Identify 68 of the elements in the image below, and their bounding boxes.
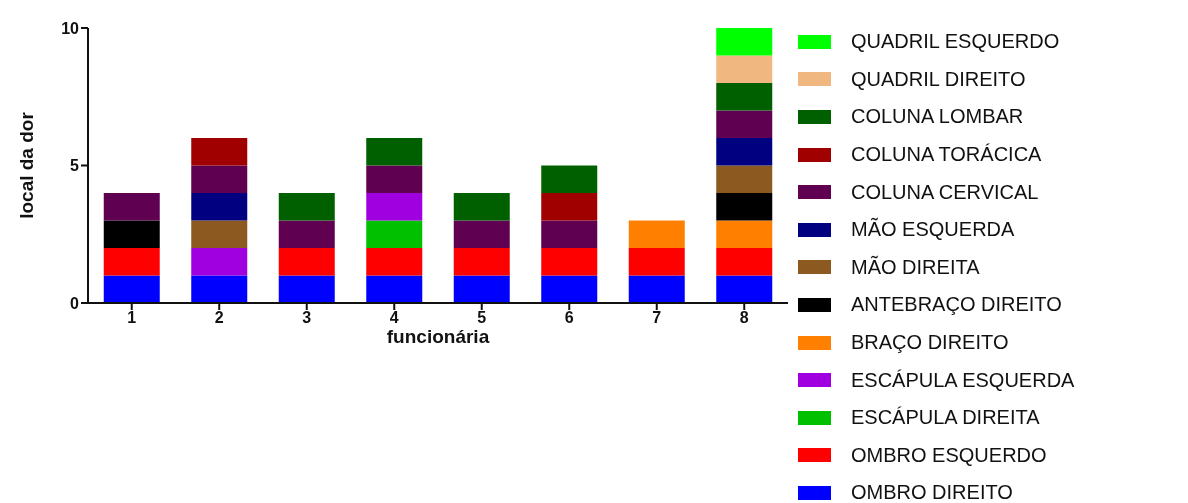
legend-label: MÃO DIREITA [851,255,980,279]
legend-label: ESCÁPULA DIREITA [851,406,1040,430]
bar [716,83,773,111]
bar [103,275,160,303]
x-tick-label: 4 [389,309,399,327]
bar [366,193,423,221]
bar [191,193,248,221]
bar [628,220,685,248]
x-tick-label: 1 [127,309,137,327]
x-tick-label: 6 [564,309,574,327]
bar [716,248,773,276]
bar [278,193,335,221]
y-tick-label: 5 [70,157,80,175]
bar [716,110,773,138]
bar [103,248,160,276]
bar [453,248,510,276]
bar [103,220,160,248]
legend-label: OMBRO DIREITO [851,481,1013,503]
y-tick-label: 10 [61,19,80,37]
legend-label: ANTEBRAÇO DIREITO [851,293,1062,317]
x-tick-label: 8 [739,309,749,327]
legend-label: OMBRO ESQUERDO [851,443,1047,467]
bar [278,248,335,276]
bar [366,220,423,248]
legend-label: COLUNA CERVICAL [851,180,1039,204]
legend-label: COLUNA LOMBAR [851,105,1024,129]
bar [541,165,598,193]
bar [366,165,423,193]
bar [541,248,598,276]
x-tick-label: 3 [302,309,312,327]
legend-label: COLUNA TORÁCICA [851,143,1042,167]
bar [103,193,160,221]
bar [191,220,248,248]
bar [628,275,685,303]
bar [541,193,598,221]
bar [191,138,248,166]
legend-label: QUADRIL ESQUERDO [851,30,1060,54]
x-tick-label: 2 [214,309,224,327]
bar [366,275,423,303]
bar [716,55,773,83]
bar [541,220,598,248]
y-axis-title: local da dor [15,111,37,219]
bar [191,248,248,276]
bar [716,275,773,303]
legend-label: QUADRIL DIREITO [851,67,1026,91]
legend-label: BRAÇO DIREITO [851,331,1009,355]
bar [453,193,510,221]
bar [716,220,773,248]
bar [453,275,510,303]
y-tick-label: 0 [70,294,80,312]
bar [541,275,598,303]
bar [191,275,248,303]
x-tick-label: 7 [652,309,662,327]
legend-label: MÃO ESQUERDA [851,218,1015,242]
bar [716,138,773,166]
bar [628,248,685,276]
x-axis-title: funcionária [386,326,490,347]
legend-label: ESCÁPULA ESQUERDA [851,368,1075,392]
bar [366,248,423,276]
bar [278,220,335,248]
bar [716,28,773,56]
bar [366,138,423,166]
bar [278,275,335,303]
bar [191,165,248,193]
bar [716,193,773,221]
bar [716,165,773,193]
x-tick-label: 5 [477,309,487,327]
bar [453,220,510,248]
